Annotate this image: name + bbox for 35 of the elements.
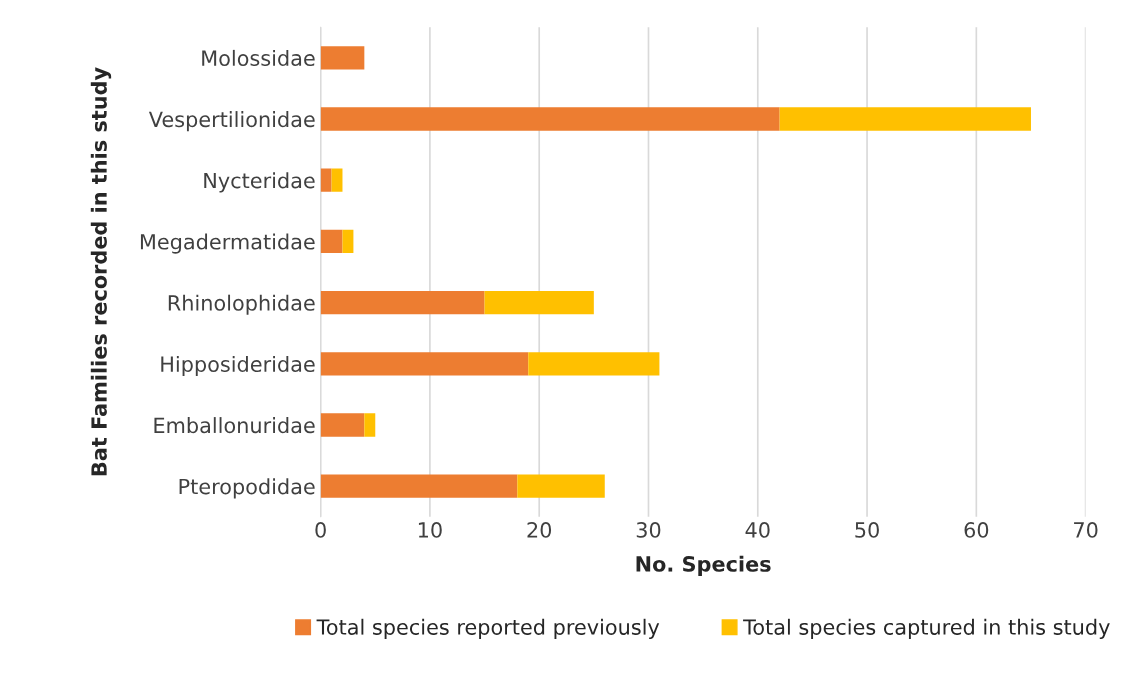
bar (320, 46, 365, 70)
bar (320, 107, 780, 131)
y-tick-label: Pteropodidae (179, 478, 315, 499)
x-tick-label: 40 (745, 522, 770, 538)
y-tick-label: Emballonuridae (154, 417, 315, 434)
legend-label: Total species captured in this study (743, 618, 1110, 639)
bar (320, 474, 518, 498)
bar (320, 413, 365, 437)
x-tick-label: 50 (855, 522, 879, 538)
bar (528, 352, 660, 376)
y-tick-label: Hipposideridae (161, 355, 315, 377)
y-tick-label: Nycteridae (204, 172, 315, 193)
bar (342, 229, 354, 254)
y-axis-title: Bat Families recorded in this study (90, 67, 112, 476)
bar (320, 352, 529, 376)
bar (320, 229, 343, 254)
x-axis-title: No. Species (636, 555, 771, 576)
y-tick-label: Molossidae (202, 49, 315, 67)
y-tick-label: Megadermatidae (140, 233, 315, 254)
x-tick-label: 10 (418, 522, 442, 538)
bar (517, 474, 605, 498)
bar (320, 168, 332, 192)
x-tick-label: 60 (964, 522, 989, 538)
bar (364, 413, 376, 437)
legend-label: Total species reported previously (316, 618, 660, 639)
x-tick-label: 20 (527, 522, 552, 538)
bar (320, 290, 485, 315)
y-tick-label: Rhinolophidae (168, 294, 315, 315)
bar (779, 107, 1031, 131)
bar (484, 290, 594, 315)
x-tick-label: 70 (1074, 522, 1098, 538)
y-tick-label: Vespertilionidae (148, 111, 315, 132)
bar (331, 168, 343, 192)
x-tick-label: 30 (636, 522, 661, 538)
x-tick-label: 0 (315, 522, 326, 538)
